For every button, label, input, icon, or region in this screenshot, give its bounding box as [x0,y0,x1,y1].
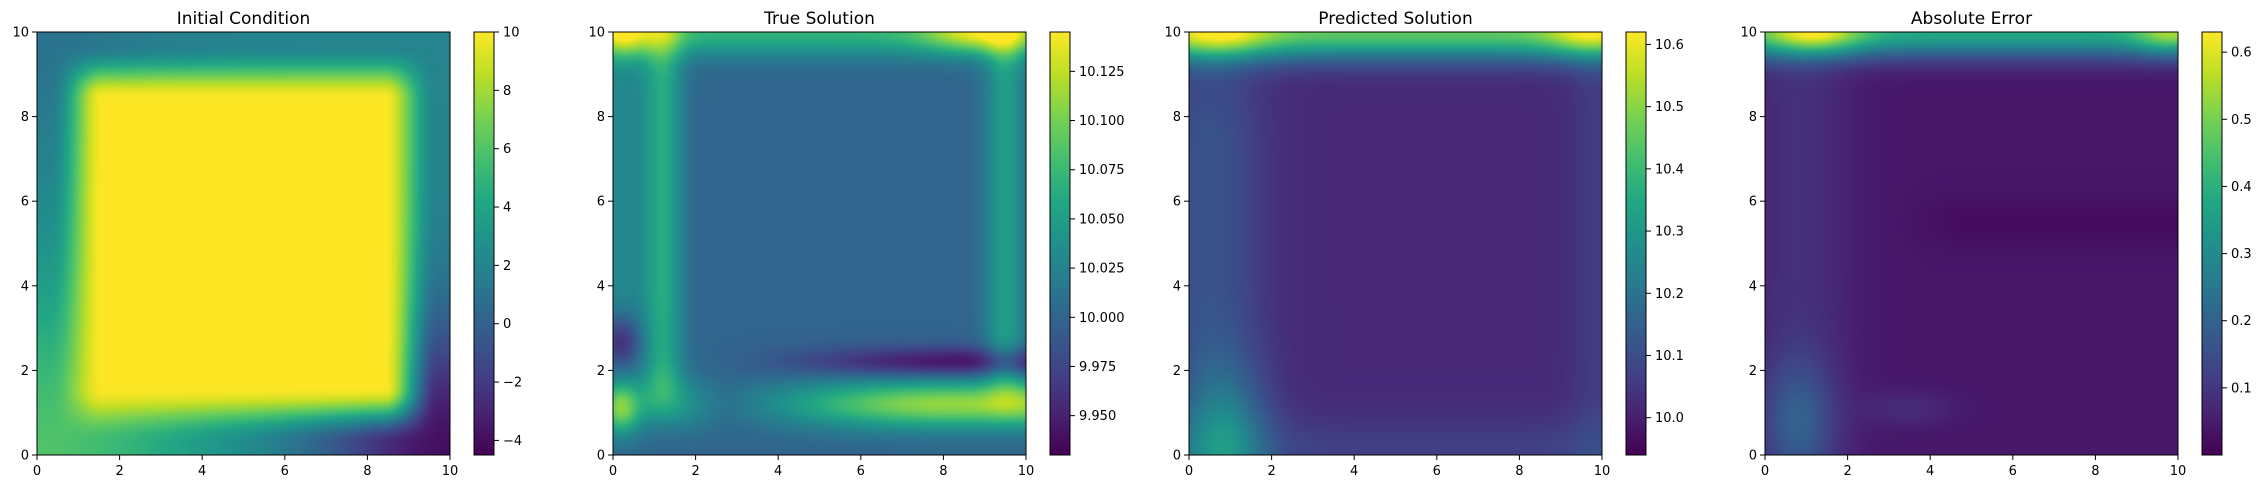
x-tick-label: 10 [1018,464,1035,479]
x-tick-label: 8 [1515,464,1523,479]
colorbar-tick-label: 10.4 [1655,162,1684,177]
colorbar [1625,31,1647,456]
x-tick-label: 6 [857,464,865,479]
colorbar-tick-label: 10.100 [1079,114,1125,129]
y-tick-label: 6 [1173,195,1181,210]
y-tick-label: 8 [1173,110,1181,125]
x-tick-label: 4 [1350,464,1358,479]
y-tick-label: 10 [1740,26,1757,41]
chart-panel-4: Absolute Error 0 2 4 6 8 10 0 2 4 6 8 10 0.6 0.5 0.4 0.3… [1740,9,2251,479]
x-tick-label: 10 [2170,464,2187,479]
y-tick-label: 0 [597,449,605,464]
x-tick-label: 4 [1926,464,1934,479]
chart-panel-1: Initial Condition 0 2 4 6 8 10 0 2 4 6 8 10 10 8 6 4 2 0 −2… [12,9,522,479]
chart-title: True Solution [763,9,875,29]
colorbar-tick-label: 6 [503,142,511,157]
colorbar-tick-label: 2 [503,259,511,274]
colorbar-tick-label: 10.1 [1655,349,1684,364]
y-tick-label: 4 [597,279,605,294]
colorbar-tick-label: 10.0 [1655,411,1684,426]
x-tick-label: 6 [1433,464,1441,479]
y-tick-label: 4 [1749,279,1757,294]
y-tick-label: 10 [588,26,605,41]
x-tick-label: 8 [2091,464,2099,479]
x-tick-label: 2 [1267,464,1275,479]
y-tick-label: 10 [1164,26,1181,41]
y-tick-label: 0 [21,449,29,464]
y-tick-label: 4 [1173,279,1181,294]
x-tick-label: 0 [609,464,617,479]
y-tick-label: 0 [1173,449,1181,464]
x-tick-label: 0 [1761,464,1769,479]
colorbar-tick-label: 0.2 [2231,314,2252,329]
colorbar-tick-label: 9.950 [1079,409,1116,424]
chart-title: Predicted Solution [1318,9,1472,29]
plot-frame [612,31,1027,456]
colorbar-tick-label: 10.3 [1655,225,1684,240]
heatmap-image [613,32,1026,455]
y-tick-label: 2 [597,364,605,379]
x-tick-label: 0 [1185,464,1193,479]
colorbar-tick-label: 4 [503,201,511,216]
x-tick-label: 2 [115,464,123,479]
colorbar-tick-label: −4 [503,434,522,449]
colorbar-tick-label: 10.000 [1079,311,1125,326]
x-tick-label: 2 [691,464,699,479]
colorbar-tick-label: 0.3 [2231,247,2252,262]
y-tick-label: 6 [1749,195,1757,210]
plot-frame [1188,31,1603,456]
y-tick-label: 8 [1749,110,1757,125]
colorbar-tick-label: 8 [503,84,511,99]
heatmap-image [1765,32,2178,455]
plot-frame [1764,31,2179,456]
y-tick-label: 6 [21,195,29,210]
chart-panel-3: Predicted Solution 0 2 4 6 8 10 0 2 4 6 8 10 10.6 10.5… [1164,9,1684,479]
chart-title: Initial Condition [177,9,311,29]
chart-title: Absolute Error [1911,9,2032,29]
x-tick-label: 4 [198,464,206,479]
colorbar-tick-label: 10.5 [1655,100,1684,115]
colorbar-tick-label: 10.2 [1655,287,1684,302]
y-tick-label: 0 [1749,449,1757,464]
x-tick-label: 6 [281,464,289,479]
colorbar-tick-label: 10.075 [1079,163,1125,178]
colorbar-tick-label: 10.6 [1655,38,1684,53]
x-tick-label: 8 [363,464,371,479]
heatmap-image [37,32,450,455]
colorbar-tick-label: 10.125 [1079,65,1125,80]
y-tick-label: 8 [21,110,29,125]
y-tick-label: 2 [21,364,29,379]
x-tick-label: 4 [774,464,782,479]
colorbar-tick-label: 9.975 [1079,360,1116,375]
colorbar-tick-label: 0.1 [2231,381,2252,396]
colorbar-tick-label: 0.6 [2231,46,2252,61]
x-tick-label: 10 [442,464,459,479]
colorbar-tick-label: 10 [503,26,520,41]
y-tick-label: 6 [597,195,605,210]
x-tick-label: 8 [939,464,947,479]
y-tick-label: 4 [21,279,29,294]
y-tick-label: 2 [1749,364,1757,379]
colorbar-tick-label: −2 [503,376,522,391]
colorbar-tick-label: 0 [503,317,511,332]
chart-panel-2: True Solution 0 2 4 6 8 10 0 2 4 6 8 10 10.125 10.100 1… [588,9,1124,479]
colorbar [2201,31,2223,456]
colorbar-tick-label: 0.5 [2231,113,2252,128]
colorbar [1049,31,1071,456]
x-tick-label: 0 [33,464,41,479]
y-tick-label: 10 [12,26,29,41]
y-tick-label: 8 [597,110,605,125]
x-tick-label: 6 [2009,464,2017,479]
colorbar [473,31,495,456]
heatmap-image [1189,32,1602,455]
plot-frame [36,31,451,456]
x-tick-label: 10 [1594,464,1611,479]
colorbar-tick-label: 0.4 [2231,180,2252,195]
y-tick-label: 2 [1173,364,1181,379]
colorbar-tick-label: 10.025 [1079,262,1125,277]
x-tick-label: 2 [1843,464,1851,479]
colorbar-tick-label: 10.050 [1079,212,1125,227]
